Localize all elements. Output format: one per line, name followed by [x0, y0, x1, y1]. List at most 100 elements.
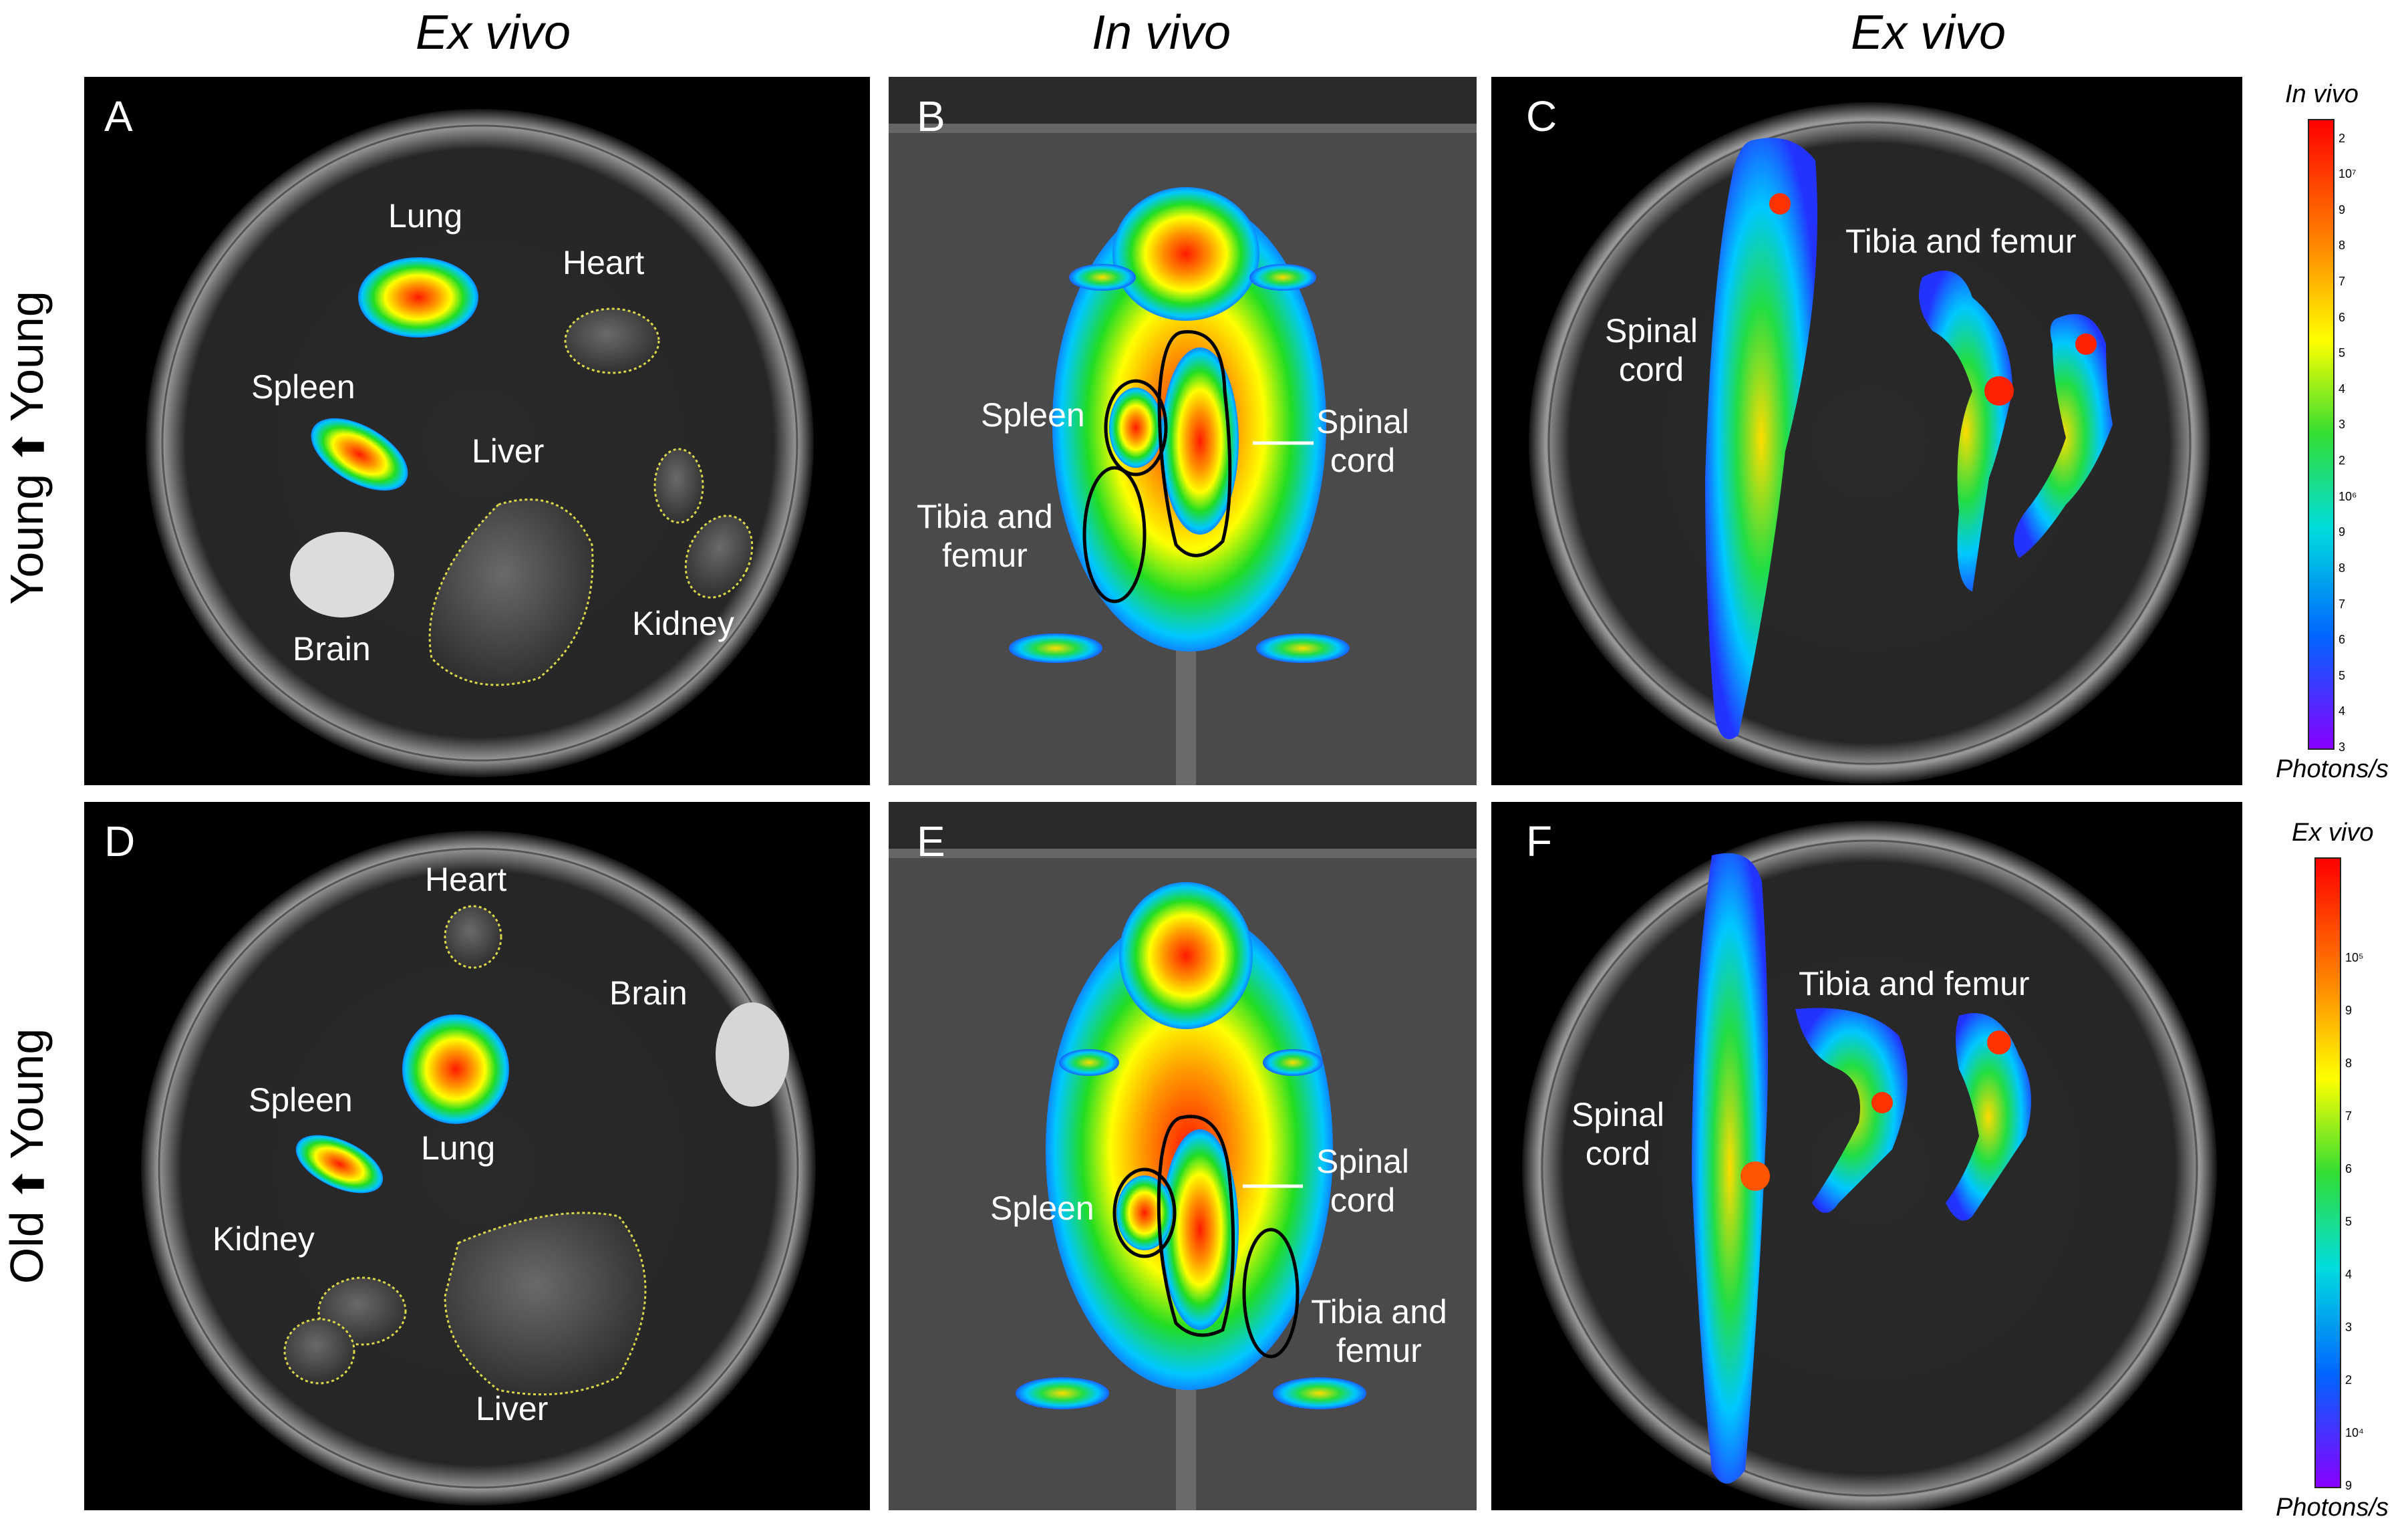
scale-tick: 2 [2339, 454, 2346, 468]
lung-signal [358, 257, 478, 337]
column-title-ex-vivo-right: Ex vivo [1850, 6, 2006, 59]
scale-tick: 5 [2345, 1214, 2353, 1228]
scale-tick: 4 [2345, 1267, 2353, 1281]
scale-title-ex-vivo: Ex vivo [2292, 819, 2374, 847]
mouse-head-signal [1112, 187, 1259, 321]
spleen-outline [1104, 379, 1168, 476]
scale-tick: 9 [2345, 1003, 2353, 1017]
panel-e-in-vivo: E Spleen Spinal cord Tibia and femur [889, 802, 1477, 1510]
label-lung: Lung [388, 197, 463, 235]
spleen-signal-d [295, 1135, 384, 1194]
scale-tick: 4 [2339, 382, 2346, 396]
scale-tick: 6 [2339, 310, 2346, 324]
brain-tissue-d [716, 1002, 789, 1107]
panel-d-ex-vivo-organs: D Heart Brain Spleen Lung Kidney Liver [84, 802, 870, 1510]
heart-roi [564, 307, 660, 374]
colorbar-ex-vivo [2314, 857, 2341, 1488]
panel-letter-a: A [104, 92, 133, 140]
label-spleen-d: Spleen [249, 1081, 353, 1119]
tibia-femur-signal-f-2 [1946, 1013, 2031, 1221]
panel-c-image [1529, 102, 2210, 784]
panel-f-ex-vivo-spinal-bones: F Spinal cord Tibia and femur [1491, 802, 2242, 1510]
label-brain-d: Brain [609, 974, 688, 1012]
scale-tick: 3 [2339, 418, 2346, 432]
label-spinal-cord-b: Spinal cord [1316, 403, 1409, 480]
scale-tick: 6 [2345, 1161, 2353, 1175]
scale-tick: 3 [2339, 740, 2346, 754]
liver-roi-d [444, 1212, 647, 1396]
tibia-femur-signal-f-1 [1795, 1008, 1908, 1213]
scale-tick: 5 [2339, 346, 2346, 360]
panel-b-image [889, 77, 1477, 785]
label-spinal-cord-e: Spinal cord [1316, 1143, 1409, 1220]
panel-e-image [889, 802, 1477, 1510]
scale-unit-in-vivo: Photons/s [2276, 755, 2389, 783]
row-label-young-young-second: Young [1, 291, 53, 422]
panel-letter-e: E [917, 817, 945, 865]
spinal-cord-signal [1161, 347, 1239, 535]
scale-title-in-vivo: In vivo [2285, 80, 2359, 108]
panel-f-image [1522, 821, 2217, 1510]
label-spinal-cord-e-text: Spinal cord [1316, 1143, 1409, 1219]
scale-tick: 6 [2339, 633, 2346, 647]
scale-tick: 4 [2339, 704, 2346, 718]
spleen-signal [311, 418, 408, 491]
row-label-old-young-first: Old [1, 1211, 53, 1284]
row-label-young-young: Young➡Young [0, 267, 53, 628]
spleen-outline-e [1112, 1167, 1177, 1258]
panel-a-image [146, 109, 814, 777]
scale-tick: 5 [2339, 668, 2346, 682]
scale-tick: 8 [2345, 1056, 2353, 1070]
scale-tick: 2 [2339, 131, 2346, 145]
label-brain: Brain [293, 630, 371, 668]
panel-letter-f: F [1526, 817, 1553, 865]
panel-letter-d: D [104, 817, 136, 865]
scale-unit-ex-vivo: Photons/s [2276, 1494, 2389, 1522]
color-scale-ex-vivo: Ex vivo 10⁵ 9 8 7 6 5 4 3 2 10⁴ 9 Photons/s [2252, 819, 2405, 1527]
label-tibia-femur-b-text: Tibia and femur [917, 498, 1053, 574]
scale-tick: 2 [2345, 1373, 2353, 1387]
scale-tick: 10⁷ [2339, 167, 2357, 181]
scale-tick: 7 [2339, 597, 2346, 611]
scale-tick: 9 [2345, 1479, 2353, 1492]
label-spleen-e: Spleen [990, 1190, 1094, 1227]
row-label-old-young: Old➡Young [0, 976, 53, 1337]
brain-tissue [290, 532, 394, 617]
scale-tick: 8 [2339, 561, 2346, 575]
kidney-roi-1 [653, 448, 704, 524]
label-spinal-cord-f: Spinal cord [1571, 1096, 1664, 1173]
tibia-femur-signal-1 [1919, 271, 2012, 591]
label-spinal-cord-b-text: Spinal cord [1316, 403, 1409, 479]
panel-letter-b: B [917, 92, 945, 140]
panel-d-image [141, 831, 816, 1506]
label-tibia-femur-e-text: Tibia and femur [1311, 1293, 1447, 1369]
scale-tick: 7 [2345, 1109, 2353, 1123]
mouse-head-signal-e [1119, 882, 1253, 1029]
spinal-cord-tissue [1705, 138, 1817, 740]
column-title-in-vivo: In vivo [1091, 6, 1231, 59]
lung-signal-d [402, 1014, 509, 1124]
panel-b-in-vivo: B Spleen Spinal cord Tibia and femur [889, 77, 1477, 785]
panel-a-ex-vivo-organs: A Lung Heart Spleen Liver Brain Kidney [84, 77, 870, 785]
label-kidney: Kidney [632, 605, 734, 642]
liver-roi [428, 499, 594, 686]
label-spleen-b: Spleen [981, 396, 1085, 434]
panel-c-ex-vivo-spinal-bones: C Spinal cord Tibia and femur [1491, 77, 2242, 785]
color-scale-in-vivo: In vivo 2 10⁷ 9 8 7 6 5 4 3 2 10⁶ 9 8 7 6 5 4 3 Photons/s [2252, 80, 2405, 789]
label-heart-d: Heart [425, 861, 507, 898]
label-tibia-femur-b: Tibia and femur [917, 498, 1053, 575]
spleen-signal-e [1116, 1175, 1173, 1250]
scale-tick: 8 [2339, 239, 2346, 253]
scale-tick: 3 [2345, 1320, 2353, 1334]
label-tibia-femur-f: Tibia and femur [1799, 965, 2030, 1002]
label-heart: Heart [563, 244, 645, 281]
label-kidney-d: Kidney [212, 1220, 315, 1258]
heart-roi-d [444, 905, 502, 969]
spinal-cord-tissue-f [1692, 853, 1768, 1484]
panel-letter-c: C [1526, 92, 1557, 140]
tibia-femur-signal-2 [2014, 314, 2113, 558]
scale-tick: 10⁶ [2339, 489, 2357, 503]
arrow-icon: ➡ [10, 1161, 47, 1210]
spinal-cord-outline-e [1157, 1115, 1235, 1337]
colorbar-in-vivo [2308, 119, 2335, 750]
